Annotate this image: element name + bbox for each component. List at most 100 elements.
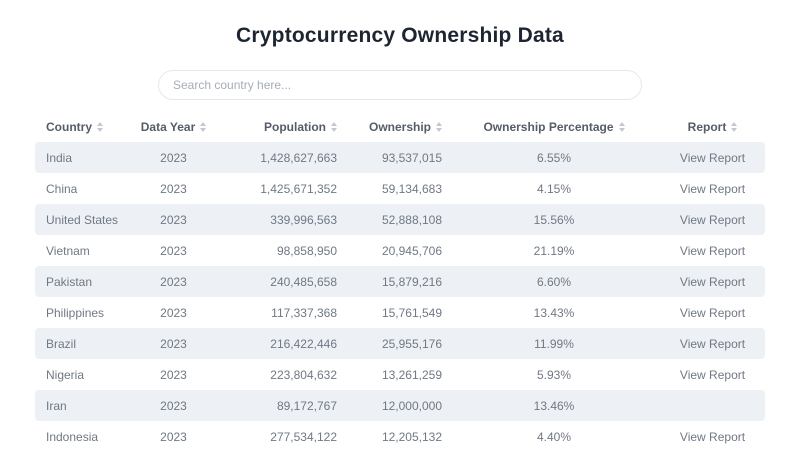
column-label: Population (264, 120, 326, 134)
year-cell: 2023 (160, 181, 187, 196)
percentage-cell: 4.40% (536, 429, 572, 444)
sort-icon (97, 122, 103, 132)
report-cell: View Report (660, 297, 765, 328)
year-cell: 2023 (125, 142, 222, 173)
report-cell: View Report (660, 204, 765, 235)
table-row: Nigeria 2023 223,804,632 13,261,259 5.93… (35, 359, 765, 390)
year-cell: 2023 (160, 367, 187, 382)
column-header-ownership[interactable]: Ownership (341, 112, 448, 142)
population-cell: 89,172,767 (222, 390, 341, 421)
ownership-cell: 20,945,706 (381, 243, 442, 258)
ownership-cell: 59,134,683 (381, 181, 442, 196)
table-row: Philippines 2023 117,337,368 15,761,549 … (35, 297, 765, 328)
view-report-link[interactable]: View Report (679, 243, 746, 258)
population-cell: 1,425,671,352 (260, 181, 337, 196)
view-report-link[interactable]: View Report (679, 336, 746, 351)
column-label: Report (687, 120, 727, 134)
year-cell: 2023 (125, 266, 222, 297)
sort-icon (731, 122, 738, 132)
report-cell: View Report (660, 421, 765, 452)
table-row: Vietnam 2023 98,858,950 20,945,706 21.19… (35, 235, 765, 266)
report-cell: View Report (660, 235, 765, 266)
report-cell: View Report (660, 328, 765, 359)
country-cell: India (35, 142, 125, 173)
year-cell: 2023 (160, 305, 187, 320)
report-cell: View Report (660, 142, 765, 173)
country-cell: Indonesia (46, 429, 99, 444)
view-report-link[interactable]: View Report (679, 150, 746, 165)
percentage-cell: 21.19% (533, 243, 575, 258)
crypto-ownership-table: Country Data Year Population Ownership O… (35, 112, 765, 452)
population-cell: 117,337,368 (271, 305, 337, 320)
year-cell: 2023 (160, 243, 187, 258)
ownership-cell: 13,261,259 (381, 367, 442, 382)
population-cell: 98,858,950 (276, 243, 337, 258)
table-header-row: Country Data Year Population Ownership O… (35, 112, 765, 142)
percentage-cell: 6.55% (448, 142, 660, 173)
country-cell: Pakistan (35, 266, 125, 297)
ownership-cell: 15,761,549 (381, 305, 442, 320)
ownership-cell: 12,000,000 (341, 390, 448, 421)
view-report-link[interactable]: View Report (679, 429, 746, 444)
country-cell: United States (35, 204, 125, 235)
ownership-cell: 12,205,132 (381, 429, 442, 444)
percentage-cell: 6.60% (448, 266, 660, 297)
report-cell: View Report (660, 359, 765, 390)
country-cell: Nigeria (46, 367, 85, 382)
view-report-link[interactable]: View Report (679, 212, 746, 227)
column-label: Ownership (368, 120, 431, 134)
year-cell: 2023 (125, 390, 222, 421)
column-label: Country (46, 120, 92, 134)
column-header-report[interactable]: Report (660, 112, 765, 142)
ownership-cell: 52,888,108 (341, 204, 448, 235)
ownership-cell: 15,879,216 (341, 266, 448, 297)
search-container (158, 70, 642, 100)
population-cell: 216,422,446 (222, 328, 341, 359)
ownership-cell: 25,955,176 (341, 328, 448, 359)
report-cell: View Report (660, 173, 765, 204)
view-report-link[interactable]: View Report (679, 305, 746, 320)
report-cell: View Report (660, 266, 765, 297)
report-cell-empty (660, 390, 765, 421)
column-label: Ownership Percentage (483, 120, 614, 134)
population-cell: 339,996,563 (222, 204, 341, 235)
column-header-ownership-percentage[interactable]: Ownership Percentage (448, 112, 660, 142)
percentage-cell: 5.93% (536, 367, 572, 382)
country-cell: China (46, 181, 78, 196)
country-cell: Philippines (46, 305, 105, 320)
column-header-population[interactable]: Population (222, 112, 341, 142)
view-report-link[interactable]: View Report (679, 367, 746, 382)
population-cell: 223,804,632 (270, 367, 337, 382)
percentage-cell: 13.43% (533, 305, 575, 320)
column-header-country[interactable]: Country (35, 112, 125, 142)
ownership-cell: 93,537,015 (341, 142, 448, 173)
table-row: Indonesia 2023 277,534,122 12,205,132 4.… (35, 421, 765, 452)
search-input[interactable] (158, 70, 642, 100)
table-row: China 2023 1,425,671,352 59,134,683 4.15… (35, 173, 765, 204)
year-cell: 2023 (160, 429, 187, 444)
country-cell: Brazil (35, 328, 125, 359)
table-row: Brazil 2023 216,422,446 25,955,176 11.99… (35, 328, 765, 359)
percentage-cell: 4.15% (536, 181, 572, 196)
table-row: India 2023 1,428,627,663 93,537,015 6.55… (35, 142, 765, 173)
table-row: Iran 2023 89,172,767 12,000,000 13.46% (35, 390, 765, 421)
sort-icon (200, 122, 207, 132)
percentage-cell: 13.46% (448, 390, 660, 421)
view-report-link[interactable]: View Report (679, 181, 746, 196)
view-report-link[interactable]: View Report (679, 274, 746, 289)
percentage-cell: 15.56% (448, 204, 660, 235)
year-cell: 2023 (125, 328, 222, 359)
population-cell: 1,428,627,663 (222, 142, 341, 173)
table-row: United States 2023 339,996,563 52,888,10… (35, 204, 765, 235)
population-cell: 240,485,658 (222, 266, 341, 297)
column-header-data-year[interactable]: Data Year (125, 112, 222, 142)
sort-icon (436, 122, 442, 132)
year-cell: 2023 (125, 204, 222, 235)
table-row: Pakistan 2023 240,485,658 15,879,216 6.6… (35, 266, 765, 297)
population-cell: 277,534,122 (270, 429, 337, 444)
country-cell: Iran (35, 390, 125, 421)
percentage-cell: 11.99% (448, 328, 660, 359)
country-cell: Vietnam (46, 243, 90, 258)
sort-icon (331, 122, 337, 132)
